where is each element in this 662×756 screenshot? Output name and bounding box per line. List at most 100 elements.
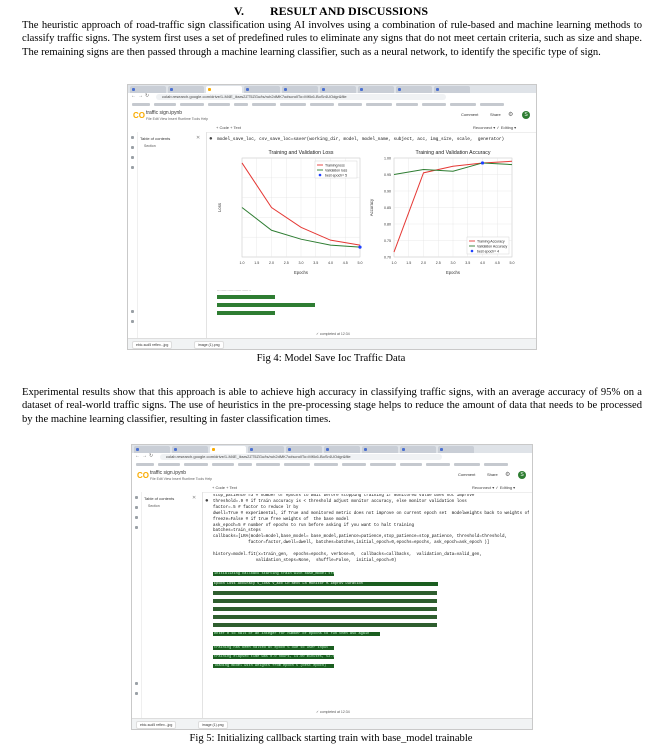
- accuracy-chart: Training and Validation Accuracy 1.0 1.5 2.…: [369, 150, 515, 275]
- close-icon[interactable]: ✕: [192, 495, 197, 501]
- toc-title: Table of contents: [140, 136, 171, 141]
- x-tick-label: 1.5: [254, 261, 259, 265]
- status-text: ✓ completed at 12:34: [316, 710, 350, 714]
- x-tick-label: 1.0: [392, 261, 397, 265]
- gear-icon[interactable]: ⚙: [505, 472, 511, 478]
- x-tick-label: 2.0: [269, 261, 274, 265]
- y-tick-label: 0.80: [384, 222, 391, 226]
- code-cell[interactable]: stop_patience =3 # number of epochs to w…: [213, 494, 529, 565]
- series-line: [393, 162, 513, 175]
- taskbar-item[interactable]: ebic-sud5 reflex...jpg: [136, 721, 177, 729]
- avatar[interactable]: S: [518, 471, 526, 479]
- comment-button[interactable]: Comment: [461, 112, 479, 117]
- notebook-title[interactable]: traffic sign.ipynb: [150, 470, 187, 476]
- taskbar-item[interactable]: image (1).png: [198, 721, 228, 729]
- x-tick-label: 2.5: [436, 261, 441, 265]
- reload-icon[interactable]: ↻: [145, 93, 150, 99]
- output-log: ·····························: [217, 289, 251, 293]
- address-input[interactable]: colab.research.google.com/drive/1-M4E_ik…: [160, 454, 442, 460]
- chart-title: Training and Validation Accuracy: [416, 150, 491, 156]
- forward-icon[interactable]: →: [138, 93, 143, 99]
- sidebar-rail: [128, 132, 138, 339]
- code-icon[interactable]: [135, 516, 138, 519]
- series-line: [393, 160, 513, 253]
- share-button[interactable]: Share: [490, 112, 501, 117]
- section-number: V.: [233, 4, 245, 18]
- y-tick-label: 0.75: [384, 239, 391, 243]
- taskbar-item[interactable]: image (1).png: [194, 341, 224, 349]
- legend-box: [314, 160, 358, 179]
- back-icon[interactable]: ←: [131, 93, 136, 99]
- sidebar: Table of contents ✕ Section: [132, 492, 203, 719]
- search-icon[interactable]: [135, 506, 138, 509]
- output-header: initializing callback starting train wit…: [213, 572, 334, 576]
- add-code-button[interactable]: + Code + Text: [212, 485, 237, 490]
- code-line: history=model.fit(x=train_gen, epochs=ep…: [213, 553, 482, 558]
- reload-icon[interactable]: ↻: [149, 453, 154, 459]
- y-axis-label: Loss: [217, 203, 222, 212]
- code-line: callbacks=[LRA(model=model,base_model= b…: [213, 535, 508, 540]
- output-line: training has been halted at epoch 5 due …: [213, 646, 334, 650]
- output-table-row: [213, 607, 437, 611]
- active-tab[interactable]: [210, 446, 246, 453]
- notebook-title[interactable]: traffic sign.ipynb: [146, 110, 183, 116]
- code-line: batches=train_steps: [213, 529, 261, 534]
- code-snippets-icon[interactable]: [131, 310, 134, 313]
- output-table-row: [213, 615, 437, 619]
- code-line: freeze=False # if true free weights of t…: [213, 517, 349, 522]
- taskbar-item[interactable]: ebic-sud5 reflex...jpg: [132, 341, 173, 349]
- code-icon[interactable]: [131, 156, 134, 159]
- legend-label: best epoch= 5: [325, 173, 347, 177]
- add-code-button[interactable]: + Code + Text: [216, 125, 241, 130]
- terminal-icon[interactable]: [135, 692, 138, 695]
- code-line: dwell=True # experimental, if True and m…: [213, 511, 529, 516]
- menu-bar[interactable]: File Edit View Insert Runtime Tools Help: [150, 477, 213, 481]
- close-icon[interactable]: ✕: [196, 135, 201, 141]
- address-input[interactable]: colab.research.google.com/drive/1-M4E_ik…: [156, 94, 446, 100]
- output-line: training elapsed time was 0.0 hours, 14.…: [213, 655, 334, 659]
- x-tick-label: 5.0: [510, 261, 515, 265]
- x-tick-label: 4.5: [495, 261, 500, 265]
- search-icon[interactable]: [131, 146, 134, 149]
- section-heading: V. RESULT AND DISCUSSIONS: [0, 4, 662, 19]
- legend-marker: [470, 249, 474, 253]
- reconnect-button[interactable]: Reconnect ▾ ✓ Editing ▾: [472, 485, 516, 490]
- colab-logo-icon: CO: [137, 471, 149, 480]
- x-tick-label: 3.0: [299, 261, 304, 265]
- y-tick-label: 0.70: [384, 255, 391, 259]
- output-line: enter H to halt or an integer for number…: [213, 632, 380, 636]
- code-cell[interactable]: model_save_loc, csv_save_loc=saver(worki…: [217, 137, 505, 142]
- toc-item-section[interactable]: Section: [144, 144, 156, 148]
- back-icon[interactable]: ←: [135, 453, 140, 459]
- sidebar: Table of contents ✕ Section: [128, 132, 207, 339]
- browser-tab-bar: [128, 85, 536, 93]
- series-line: [241, 207, 361, 248]
- legend-box: [466, 236, 510, 255]
- reconnect-button[interactable]: Reconnect ▾ ✓ Editing ▾: [473, 125, 517, 130]
- folder-icon[interactable]: [135, 526, 138, 529]
- comment-button[interactable]: Comment: [458, 472, 476, 477]
- folder-icon[interactable]: [131, 166, 134, 169]
- run-cell-icon[interactable]: ●: [209, 136, 213, 142]
- x-tick-label: 4.5: [343, 261, 348, 265]
- menu-bar[interactable]: File Edit View Insert Runtime Tools Help: [146, 117, 209, 121]
- avatar[interactable]: S: [522, 111, 530, 119]
- menu-icon[interactable]: [131, 136, 134, 139]
- legend-label: Validation Accuracy: [477, 244, 508, 248]
- toc-item-section[interactable]: Section: [148, 504, 160, 508]
- code-line: factor=.5 # factor to reduce lr by: [213, 505, 299, 510]
- share-button[interactable]: Share: [487, 472, 498, 477]
- terminal-icon[interactable]: [131, 320, 134, 323]
- status-text: ✓ completed at 12:34: [316, 332, 350, 336]
- best-epoch-point: [358, 245, 362, 249]
- run-cell-icon[interactable]: ●: [205, 498, 209, 504]
- forward-icon[interactable]: →: [142, 453, 147, 459]
- menu-icon[interactable]: [135, 496, 138, 499]
- gear-icon[interactable]: ⚙: [508, 112, 514, 118]
- legend-label: Validation loss: [325, 168, 348, 172]
- output-table-row: [213, 591, 437, 595]
- x-tick-label: 3.5: [465, 261, 470, 265]
- code-line: ask_epoch=5 # number of epochs to run be…: [213, 523, 415, 528]
- active-tab[interactable]: [206, 86, 242, 93]
- code-snippets-icon[interactable]: [135, 682, 138, 685]
